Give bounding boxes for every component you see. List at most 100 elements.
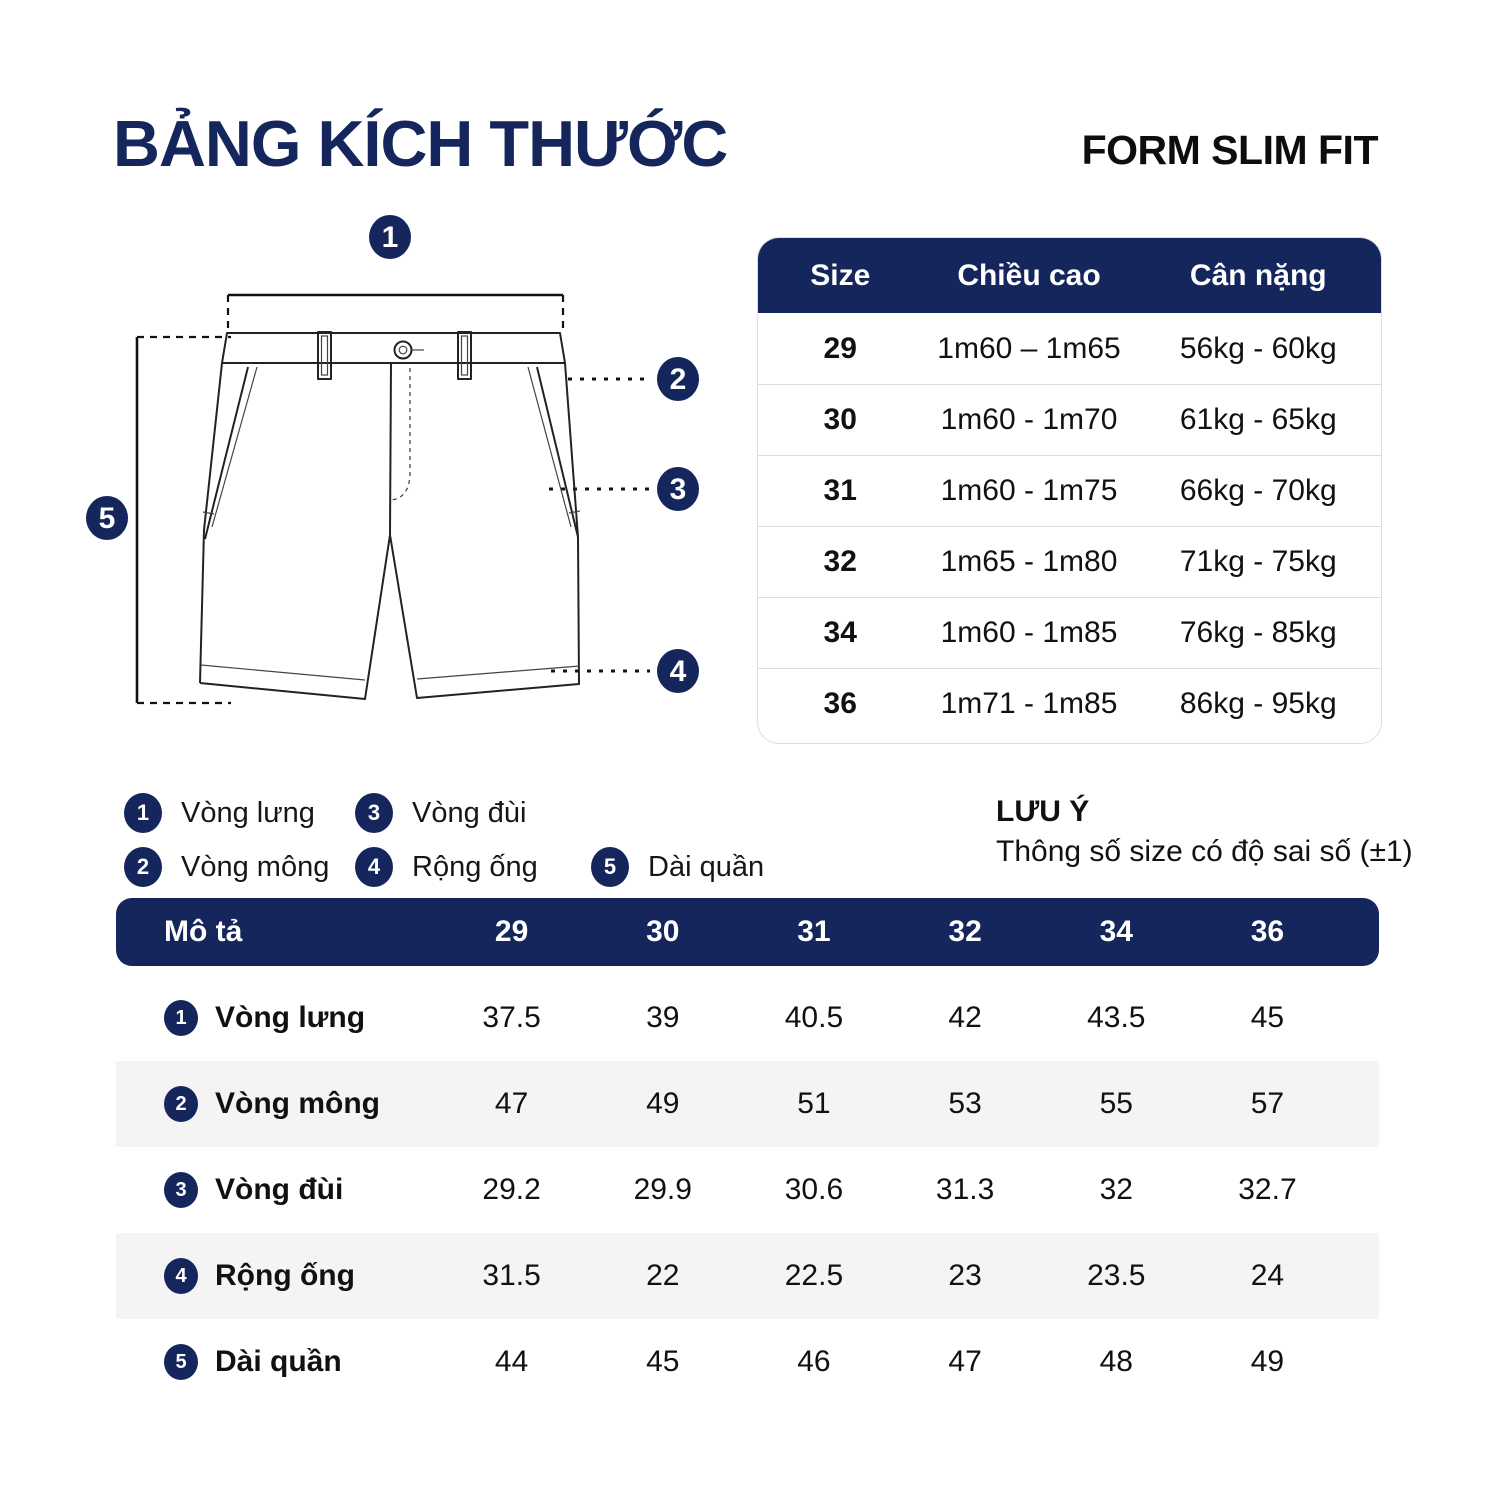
row-label: Rộng ống (215, 1259, 355, 1292)
measure-value: 31.3 (935, 1173, 995, 1206)
page-title: BẢNG KÍCH THƯỚC (113, 107, 728, 180)
left-pocket-tick (202, 511, 215, 515)
right-pocket-opening (536, 366, 579, 538)
legend-label-2: Vòng mông (181, 850, 330, 883)
badge-5-number: 5 (99, 502, 116, 535)
measure-value: 24 (1250, 1259, 1285, 1292)
measure-value: 48 (1099, 1345, 1133, 1378)
left-pocket-inner-line (211, 366, 258, 528)
measure-value: 55 (1099, 1087, 1133, 1120)
left-hem-line (200, 664, 366, 681)
row-badge: 3 (164, 1172, 198, 1208)
waistband-outline (221, 332, 566, 364)
weight-range: 66kg - 70kg (1179, 474, 1337, 507)
form-label: FORM SLIM FIT (1081, 127, 1379, 173)
legend-label-3: Vòng đùi (412, 796, 527, 829)
right-pocket-tick (568, 510, 581, 514)
table-row: 32 1m65 - 1m80 71kg - 75kg (758, 526, 1381, 597)
legend-badge-2: 2 (124, 847, 162, 887)
height-range: 1m60 - 1m70 (940, 403, 1118, 436)
legend-badge-1: 1 (124, 793, 162, 833)
size-value: 34 (823, 616, 857, 649)
measure-header-size: 34 (1099, 915, 1133, 948)
left-belt-loop-inner (320, 335, 329, 376)
row-badge: 4 (164, 1258, 198, 1294)
legend-label-1: Vòng lưng (181, 796, 315, 829)
legend-badge-3: 3 (355, 793, 393, 833)
legend-item-5: 5 Dài quần (591, 847, 764, 887)
measure-header-size: 31 (797, 915, 831, 948)
button-icon (393, 340, 413, 360)
measure-value: 29.9 (633, 1173, 692, 1206)
badge-3: 3 (657, 467, 699, 511)
fly-stitch-line (390, 368, 411, 501)
measure-value: 49 (1250, 1345, 1285, 1378)
weight-range: 61kg - 65kg (1179, 403, 1337, 436)
size-recommendation-table: Size Chiều cao Cân nặng 29 1m60 – 1m65 5… (757, 237, 1382, 744)
weight-range: 86kg - 95kg (1179, 687, 1337, 720)
button-inner-icon (398, 345, 408, 355)
measure-value: 45 (1250, 1001, 1285, 1034)
measure-header-size: 29 (494, 915, 529, 948)
table-row: 1 Vòng lưng 37.5 39 40.5 42 43.5 45 (116, 975, 1379, 1061)
legend-item-1: 1 Vòng lưng (124, 793, 315, 833)
measure-value: 32.7 (1238, 1173, 1297, 1206)
row-badge: 1 (164, 1000, 198, 1036)
right-pocket-inner-line (527, 366, 572, 528)
table-row: 30 1m60 - 1m70 61kg - 65kg (758, 384, 1381, 455)
table-row: 36 1m71 - 1m85 86kg - 95kg (758, 668, 1381, 739)
row-badge: 5 (164, 1344, 198, 1380)
measure-value: 42 (948, 1001, 982, 1034)
table-row: 34 1m60 - 1m85 76kg - 85kg (758, 597, 1381, 668)
measure-value: 30.6 (784, 1173, 844, 1206)
note-text: Thông số size có độ sai số (±1) (996, 835, 1413, 868)
legend-badge-4: 4 (355, 847, 393, 887)
badge-3-number: 3 (670, 473, 687, 506)
shorts-measurement-diagram: 1 2 3 4 5 (86, 215, 699, 705)
badge-2: 2 (657, 357, 699, 401)
measure-table-body: 1 Vòng lưng 37.5 39 40.5 42 43.5 45 2 Vò… (116, 975, 1379, 1405)
left-outer-seam (199, 362, 223, 684)
right-hem-line (416, 665, 581, 680)
badge-4: 4 (657, 649, 699, 693)
badge-1-number: 1 (382, 221, 399, 254)
height-range: 1m65 - 1m80 (940, 545, 1118, 578)
height-range: 1m60 - 1m75 (940, 474, 1118, 507)
height-range: 1m60 – 1m65 (937, 331, 1121, 365)
right-leg-outline (389, 362, 580, 699)
measure-value: 43.5 (1087, 1001, 1146, 1034)
table-row: 5 Dài quần 44 45 46 47 48 49 (116, 1319, 1379, 1405)
table-row: 29 1m60 – 1m65 56kg - 60kg (758, 313, 1381, 384)
measure-value: 29.2 (482, 1173, 541, 1206)
measure-value: 23.5 (1087, 1259, 1146, 1292)
table-row: 3 Vòng đùi 29.2 29.9 30.6 31.3 32 32.7 (116, 1147, 1379, 1233)
size-value: 32 (823, 545, 857, 578)
measure-value: 49 (646, 1087, 680, 1120)
row-label: Vòng đùi (215, 1173, 344, 1206)
row-label: Vòng mông (215, 1087, 380, 1120)
row-badge: 2 (164, 1086, 198, 1122)
right-belt-loop-inner (460, 335, 469, 376)
badge-4-number: 4 (670, 655, 687, 688)
table-row: 31 1m60 - 1m75 66kg - 70kg (758, 455, 1381, 526)
measure-value: 31.5 (482, 1259, 541, 1292)
note-block: LƯU Ý Thông số size có độ sai số (±1) (996, 795, 1413, 869)
measure-value: 44 (494, 1345, 529, 1378)
measure-header-size: 36 (1250, 915, 1285, 948)
badge-5: 5 (86, 496, 128, 540)
measure-value: 22.5 (784, 1259, 844, 1292)
legend-item-2: 2 Vòng mông (124, 847, 329, 887)
measure-value: 40.5 (784, 1001, 844, 1034)
legend-item-4: 4 Rộng ống (355, 847, 538, 887)
measure-value: 57 (1250, 1087, 1285, 1120)
measure-value: 53 (948, 1087, 982, 1120)
size-table-header: Size Chiều cao Cân nặng (758, 238, 1381, 313)
measure-value: 51 (797, 1087, 831, 1120)
measure-value: 47 (948, 1345, 982, 1378)
legend-item-3: 3 Vòng đùi (355, 793, 527, 833)
measure-value: 37.5 (482, 1001, 541, 1034)
measure-value: 32 (1099, 1173, 1133, 1206)
measure-value: 39 (646, 1001, 680, 1034)
table-row: 2 Vòng mông 47 49 51 53 55 57 (116, 1061, 1379, 1147)
